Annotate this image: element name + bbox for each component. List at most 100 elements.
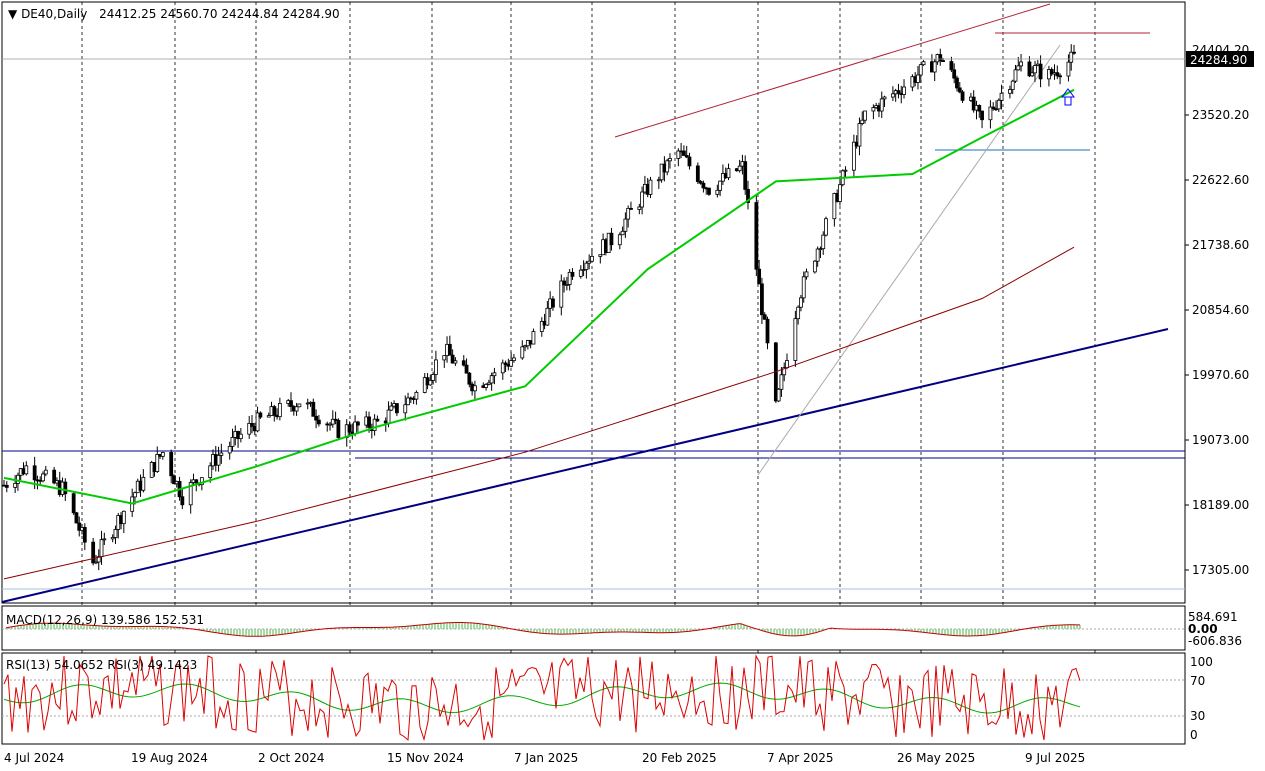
macd-label: MACD(12,26,9) 139.586 152.531 — [6, 613, 204, 627]
candlestick — [509, 352, 514, 368]
candlestick — [1010, 79, 1015, 95]
candlestick — [682, 145, 686, 156]
candlestick — [765, 316, 770, 350]
price-tick-label: 21738.60 — [1192, 238, 1249, 252]
candlestick — [629, 201, 633, 210]
candlestick — [640, 186, 645, 215]
candlestick — [598, 254, 603, 264]
candlestick — [737, 159, 742, 173]
candlestick — [199, 477, 204, 491]
candlestick — [155, 446, 160, 473]
candlestick — [902, 79, 906, 99]
candlestick — [489, 372, 494, 391]
candlestick — [372, 414, 377, 436]
candlestick — [216, 446, 221, 472]
candlestick — [347, 421, 352, 436]
candlestick — [330, 410, 335, 428]
rsi-tick-label: 0 — [1190, 728, 1198, 742]
candlestick — [776, 388, 781, 403]
candlestick — [617, 232, 622, 250]
candlestick — [707, 187, 711, 196]
macd-signal-line — [5, 622, 1080, 637]
current-price-label: 24284.90 — [1190, 53, 1247, 67]
candlestick — [578, 265, 583, 279]
up-arrow-icon — [1061, 88, 1075, 106]
candlestick — [1019, 54, 1023, 72]
candlestick — [431, 371, 436, 385]
candlestick — [428, 374, 433, 386]
candlestick — [102, 532, 107, 545]
candlestick — [82, 523, 87, 551]
trend-overlays — [1, 3, 1185, 603]
candlestick — [656, 176, 661, 189]
price-tick-label: 19073.00 — [1192, 433, 1249, 447]
current-price-tag: 24284.90 — [1186, 51, 1254, 67]
candlestick — [860, 111, 865, 126]
candlestick — [896, 83, 901, 99]
candlestick — [160, 451, 165, 460]
candlestick — [952, 63, 957, 84]
macd-tick-top: 584.691 — [1188, 610, 1238, 624]
candlestick — [328, 421, 332, 431]
candlestick — [991, 102, 996, 111]
candlestick — [250, 415, 254, 434]
candlestick — [1055, 65, 1060, 80]
candlestick — [796, 305, 801, 325]
candlestick — [715, 184, 720, 198]
candlestick — [960, 89, 965, 103]
candlestick — [815, 246, 820, 267]
menu-triangle-icon[interactable]: ▼ — [8, 7, 18, 21]
candlestick — [545, 301, 550, 326]
candlestick — [389, 401, 394, 411]
candlestick — [238, 427, 243, 443]
candlestick — [336, 418, 341, 439]
candlestick — [980, 110, 984, 129]
candlestick — [467, 372, 472, 388]
candlestick — [442, 355, 447, 368]
time-axis-label: 7 Apr 2025 — [767, 751, 834, 765]
candlestick — [512, 353, 516, 363]
candlestick — [247, 415, 252, 439]
price-tick-label: 23520.20 — [1192, 108, 1249, 122]
candlestick — [863, 110, 867, 124]
candlestick — [754, 194, 759, 277]
time-axis: 4 Jul 2024 19 Aug 2024 2 Oct 2024 15 Nov 20… — [4, 751, 1085, 765]
candlestick — [71, 492, 76, 515]
time-axis-label: 9 Jul 2025 — [1025, 751, 1085, 765]
channel-upper-line — [614, 3, 1051, 138]
candlestick — [620, 226, 625, 236]
candlestick — [918, 64, 923, 83]
rsi-ticks: 100 70 30 0 — [1190, 655, 1213, 742]
candlestick — [406, 392, 410, 406]
candlestick — [277, 397, 282, 421]
candlestick — [219, 443, 224, 464]
slow-moving-average — [3, 246, 1075, 580]
candlestick — [988, 100, 993, 129]
candlestick — [394, 403, 399, 417]
candlestick — [957, 82, 962, 94]
time-axis-label: 7 Jan 2025 — [514, 751, 578, 765]
macd-tick-bottom: -606.836 — [1188, 634, 1242, 648]
candlestick — [297, 403, 302, 408]
candlestick — [1013, 64, 1018, 83]
candlestick — [434, 350, 438, 383]
rsi-tick-label: 100 — [1190, 655, 1213, 669]
candlestick — [355, 420, 360, 432]
price-tick-label: 19970.60 — [1192, 368, 1249, 382]
candlestick — [1008, 85, 1012, 99]
candlestick — [757, 259, 762, 285]
candlestick — [551, 296, 555, 311]
time-axis-label: 15 Nov 2024 — [387, 751, 464, 765]
candlestick — [570, 268, 575, 280]
candlestick — [13, 475, 18, 493]
rsi-tick-label: 30 — [1190, 709, 1205, 723]
rsi-3-line — [3, 654, 1081, 742]
candlestick — [996, 98, 1001, 113]
candlestick — [882, 95, 887, 108]
candlestick — [1033, 60, 1037, 82]
candlestick — [414, 390, 419, 405]
candlestick — [818, 246, 823, 259]
candlestick — [531, 328, 536, 345]
candlestick — [684, 146, 689, 159]
